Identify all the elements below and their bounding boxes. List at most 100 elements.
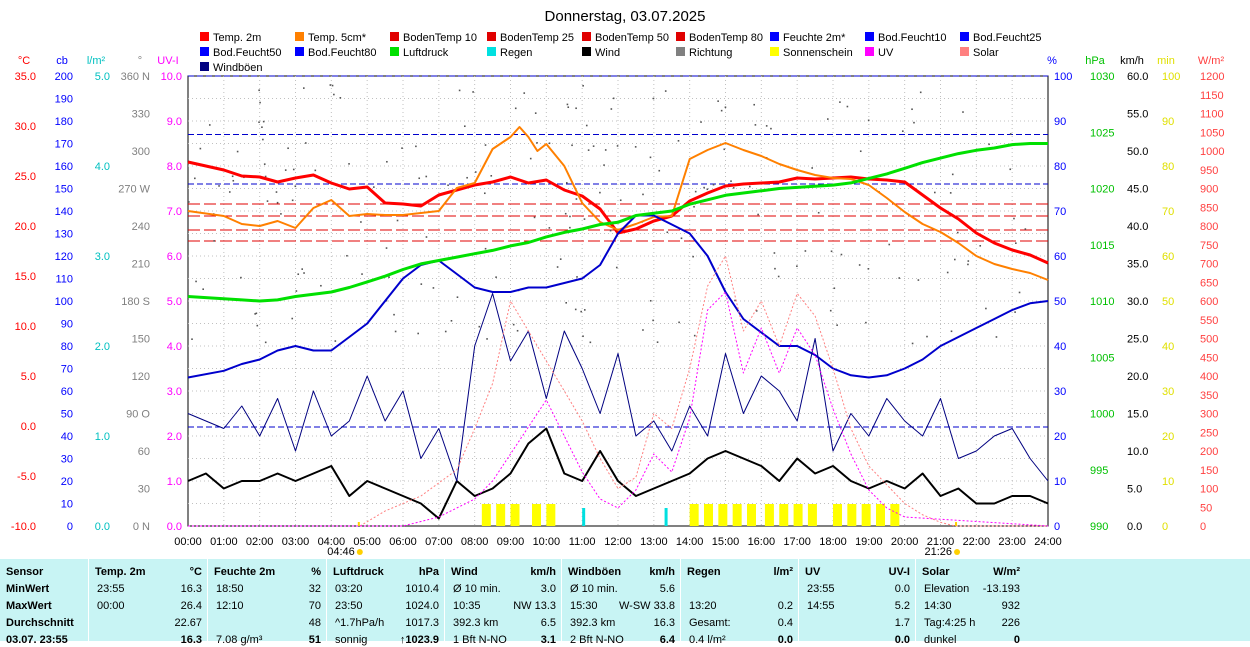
stats-cell: 10:35: [453, 600, 481, 612]
x-tick-label: 04:00: [318, 536, 346, 548]
legend-swatch: [582, 47, 591, 56]
direction-dot: [858, 264, 861, 266]
axis-tick-label: 1100: [1200, 109, 1224, 121]
bar-Regen: [664, 508, 668, 526]
direction-dot: [254, 313, 256, 315]
direction-dot: [967, 260, 970, 262]
direction-dot: [652, 97, 655, 100]
stats-cell: NW 13.3: [513, 600, 556, 612]
direction-dot: [361, 273, 363, 275]
direction-dot: [548, 142, 551, 145]
stats-cell: Tag:4:25 h: [924, 617, 976, 629]
direction-dot: [717, 100, 719, 102]
direction-dot: [712, 183, 715, 186]
x-tick-label: 19:00: [855, 536, 883, 548]
axis-tick-label: 9.0: [167, 116, 182, 128]
direction-dot: [275, 191, 278, 193]
axis-tick-label: 0: [1200, 521, 1206, 533]
stats-cell: 14:55: [807, 600, 835, 612]
axis-tick-label: 200: [1200, 446, 1218, 458]
direction-dot: [486, 338, 488, 340]
direction-dot: [732, 187, 735, 189]
stats-cell: 1.7: [894, 617, 910, 629]
axis-tick-label: 50: [1054, 296, 1066, 308]
direction-dot: [231, 175, 234, 178]
direction-dot: [589, 341, 592, 344]
series-luftdruck: [187, 142, 1048, 303]
direction-dot: [951, 173, 954, 176]
direction-dot: [569, 215, 571, 218]
stats-cell: 22.67: [174, 617, 202, 629]
direction-dot: [796, 265, 798, 268]
direction-dot: [833, 287, 836, 290]
legend-swatch: [487, 32, 496, 41]
direction-dot: [901, 130, 904, 132]
axis-tick-label: 3.0: [167, 386, 182, 398]
stats-column: Feuchte 2m% 18:50 32 12:10 70 48 7.08 g/m³ 51: [207, 559, 327, 646]
series-temp--5cm-: [187, 126, 1049, 281]
axis-tick-label: 10: [1162, 476, 1174, 488]
bar-Sonnenschein: [510, 504, 520, 526]
series-solar: [188, 255, 1048, 527]
direction-dot: [294, 185, 297, 188]
direction-dot: [616, 145, 619, 147]
x-tick-label: 01:00: [210, 536, 238, 548]
direction-dot: [609, 229, 612, 232]
direction-dot: [865, 321, 867, 324]
sunshine-rain-bars: [481, 504, 900, 526]
direction-dot: [592, 145, 595, 147]
legend-label: Richtung: [689, 47, 732, 59]
stats-cell: Solar: [922, 566, 950, 578]
stats-cell: Luftdruck: [333, 566, 384, 578]
axis-tick-label: 800: [1200, 221, 1218, 233]
x-tick-label: 21:00: [927, 536, 955, 548]
direction-dot: [314, 169, 317, 172]
stats-cell: °C: [189, 566, 202, 578]
legend-swatch: [295, 32, 304, 41]
x-tick-label: 03:00: [282, 536, 310, 548]
direction-dot: [280, 213, 282, 215]
legend-label: Luftdruck: [403, 47, 449, 59]
stats-cell: 392.3 km: [453, 617, 499, 629]
axis-tick-label: 2.0: [167, 431, 182, 443]
stats-column: Luftdruck hPa 03:20 1010.4 23:50 1024.0 ^1.7hP…: [326, 559, 445, 646]
axis-tick-label: 1000: [1200, 146, 1224, 158]
series-uv: [188, 291, 1049, 527]
axis-tick-label: 1025: [1090, 127, 1114, 139]
direction-dot: [734, 299, 736, 302]
axis-tick-label: 2.0: [95, 341, 110, 353]
stats-cell: 6.5: [540, 617, 556, 629]
direction-dot: [599, 191, 601, 194]
stats-column: Wind km/h Ø 10 min. 3.0 10:35 NW 13.3 392.3 km…: [444, 559, 562, 646]
direction-dot: [291, 317, 294, 320]
axis-tick-label: 4.0: [167, 341, 182, 353]
axis-unit: UV-I: [157, 55, 178, 67]
axis-tick-label: 70: [61, 364, 73, 376]
x-axis-ticks: 00:00 01:00 02:00 03:00 04:00 05:00 06:00 07:00…: [174, 536, 1062, 548]
axis-tick-label: 110: [55, 274, 73, 286]
direction-dot: [566, 182, 568, 184]
axis-tick-label: 160: [55, 161, 73, 173]
stats-cell: UV: [805, 566, 821, 578]
axis-tick-label: 210: [132, 259, 150, 271]
axis-tick-label: 10.0: [15, 321, 36, 333]
direction-dot: [811, 167, 813, 169]
axis-tick-label: 550: [1200, 315, 1218, 327]
legend-swatch: [865, 32, 874, 41]
direction-dot: [917, 279, 920, 281]
direction-dot: [232, 179, 235, 182]
axis-tick-label: 100: [1162, 71, 1180, 83]
direction-dot: [534, 112, 537, 114]
legend-label: BodenTemp 10: [403, 32, 477, 44]
direction-dot: [583, 309, 586, 311]
axis-tick-label: 6.0: [167, 251, 182, 263]
axis-tick-label: 30: [1054, 386, 1066, 398]
direction-dot: [1013, 217, 1015, 220]
x-tick-label: 23:00: [998, 536, 1026, 548]
direction-dot: [432, 287, 435, 289]
direction-dot: [829, 309, 832, 312]
direction-dot: [255, 312, 258, 315]
axis-tick-label: 120: [55, 251, 73, 263]
axis-tick-label: 360 N: [121, 71, 150, 83]
direction-dot: [303, 272, 305, 274]
